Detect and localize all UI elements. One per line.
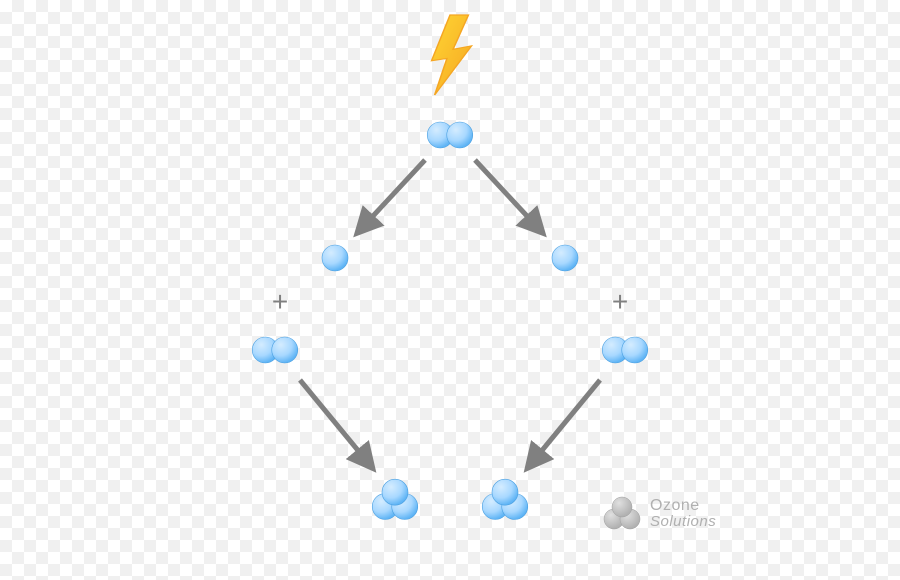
plus-sign: + [612,288,628,316]
ozone-solutions-logo: Ozone Solutions [600,495,716,531]
molecule-o2 [602,337,648,363]
molecule-o2 [427,122,473,148]
molecule-o3 [482,479,528,519]
logo-text: Ozone Solutions [650,498,716,529]
logo-text-line2: Solutions [650,514,716,529]
arrow [530,380,600,465]
plus-sign: + [272,288,288,316]
logo-molecule-icon [600,495,644,531]
logo-text-line1: Ozone [650,498,716,514]
molecules-group [252,122,648,520]
diagram-svg-layer [0,0,900,580]
molecule-o3 [372,479,418,519]
molecule-o [322,245,348,271]
arrow [300,380,370,465]
arrow [360,160,425,230]
lightning-bolt-icon [432,15,472,95]
diagram-canvas: + + Ozone Solutions [0,0,900,580]
arrows-group [300,160,600,465]
arrow [475,160,540,230]
molecule-o [552,245,578,271]
molecule-o2 [252,337,298,363]
